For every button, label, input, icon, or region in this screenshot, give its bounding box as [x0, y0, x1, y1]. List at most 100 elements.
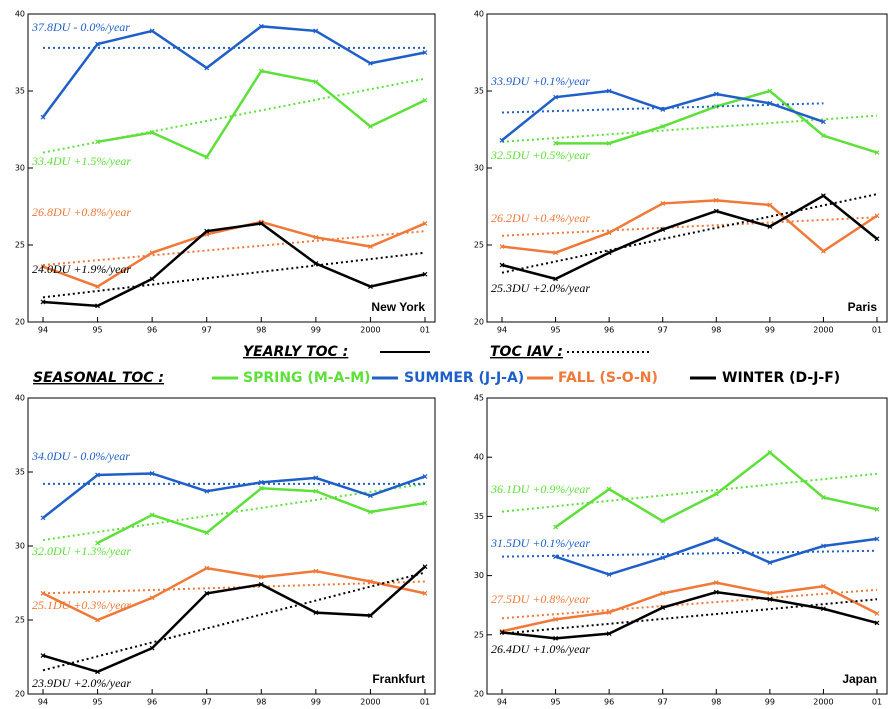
trend-line: [42, 571, 426, 672]
point-marker: [553, 524, 558, 530]
trend-annotation: 34.0DU - 0.0%/year: [31, 449, 130, 463]
point-marker: [660, 123, 666, 129]
point-marker: [499, 630, 505, 635]
point-marker: [95, 139, 100, 145]
legend-yearly: YEARLY TOC :: [243, 344, 348, 360]
point-marker: [553, 616, 558, 622]
y-tick-label: 20: [474, 690, 484, 699]
point-marker: [874, 620, 880, 626]
point-marker: [368, 579, 373, 584]
trend-annotation: 26.2DU +0.4%/year: [491, 211, 590, 225]
point-marker: [40, 653, 46, 658]
x-tick-label: 96: [147, 698, 157, 707]
point-marker: [149, 250, 155, 256]
trend-annotation: 25.1DU +0.3%/year: [32, 598, 131, 612]
x-tick-label: 2000: [360, 698, 380, 707]
x-tick-label: 2000: [360, 326, 380, 335]
x-tick-label: 01: [872, 698, 882, 707]
point-marker: [606, 571, 612, 577]
point-marker: [713, 580, 719, 586]
point-marker: [204, 590, 210, 596]
y-tick-label: 30: [15, 164, 25, 173]
legend-label: WINTER (D-J-F): [722, 370, 840, 386]
point-marker: [149, 276, 155, 282]
point-marker: [95, 617, 100, 623]
trend-annotation: 33.4DU +1.5%/year: [31, 154, 131, 168]
point-marker: [606, 140, 612, 146]
point-marker: [313, 234, 319, 240]
y-tick-label: 20: [474, 318, 484, 327]
legend-seasonal: SEASONAL TOC :: [33, 370, 164, 386]
x-tick-label: 95: [550, 326, 560, 335]
point-marker: [258, 68, 264, 74]
x-tick-label: 95: [550, 698, 560, 707]
point-marker: [660, 107, 666, 112]
trend-annotation: 24.0DU +1.9%/year: [32, 262, 131, 276]
plot-frame: [27, 13, 436, 323]
point-marker: [149, 28, 155, 34]
point-marker: [368, 509, 373, 515]
point-marker: [313, 610, 319, 616]
x-tick-label: 96: [147, 326, 157, 335]
x-tick-label: 98: [711, 698, 721, 707]
point-marker: [713, 536, 719, 542]
series-line: [501, 194, 878, 281]
point-marker: [258, 574, 264, 580]
point-marker: [713, 103, 719, 109]
x-tick-label: 96: [604, 326, 614, 335]
panel-title: Frankfurt: [372, 672, 425, 686]
x-tick-label: 2000: [813, 326, 833, 335]
point-marker: [606, 609, 612, 615]
trend-line: [42, 230, 426, 267]
point-marker: [95, 284, 100, 290]
point-marker: [204, 228, 210, 234]
point-marker: [258, 582, 264, 587]
y-tick-label: 35: [474, 512, 484, 521]
point-marker: [422, 271, 428, 277]
series-line: [42, 222, 426, 308]
point-marker: [422, 500, 428, 506]
point-marker: [553, 94, 558, 100]
series-line: [97, 69, 426, 159]
point-marker: [713, 197, 719, 203]
point-marker: [660, 200, 666, 206]
trend-annotation: 36.1DU +0.9%/year: [490, 482, 590, 496]
point-marker: [422, 97, 428, 103]
point-marker: [821, 606, 826, 612]
series-line: [501, 89, 824, 142]
series-line: [501, 199, 878, 254]
x-tick-label: 94: [497, 326, 507, 335]
point-marker: [40, 264, 46, 269]
point-marker: [553, 554, 558, 560]
plot-frame: [486, 397, 888, 695]
x-tick-label: 98: [256, 698, 266, 707]
x-tick-label: 97: [202, 326, 212, 335]
point-marker: [368, 284, 373, 290]
point-marker: [149, 512, 155, 518]
series-line: [501, 590, 878, 640]
point-marker: [499, 137, 505, 143]
y-tick-label: 20: [15, 690, 25, 699]
point-marker: [258, 479, 264, 485]
point-marker: [660, 590, 666, 596]
point-marker: [553, 250, 558, 256]
x-tick-label: 99: [311, 326, 321, 335]
y-tick-label: 30: [474, 164, 484, 173]
trend-line: [501, 549, 878, 558]
point-marker: [422, 564, 428, 570]
point-marker: [821, 119, 826, 125]
point-marker: [606, 88, 612, 94]
point-marker: [368, 60, 373, 66]
point-marker: [313, 568, 319, 574]
trend-annotation: 32.0DU +1.3%/year: [31, 544, 131, 558]
x-tick-label: 01: [420, 698, 430, 707]
point-marker: [874, 611, 880, 616]
series-line: [501, 581, 878, 633]
point-marker: [874, 150, 880, 156]
x-tick-label: 99: [311, 698, 321, 707]
point-marker: [767, 202, 773, 208]
y-tick-label: 45: [474, 394, 484, 403]
legend-iav: TOC IAV :: [490, 344, 563, 360]
point-marker: [874, 213, 880, 219]
point-marker: [821, 583, 826, 589]
